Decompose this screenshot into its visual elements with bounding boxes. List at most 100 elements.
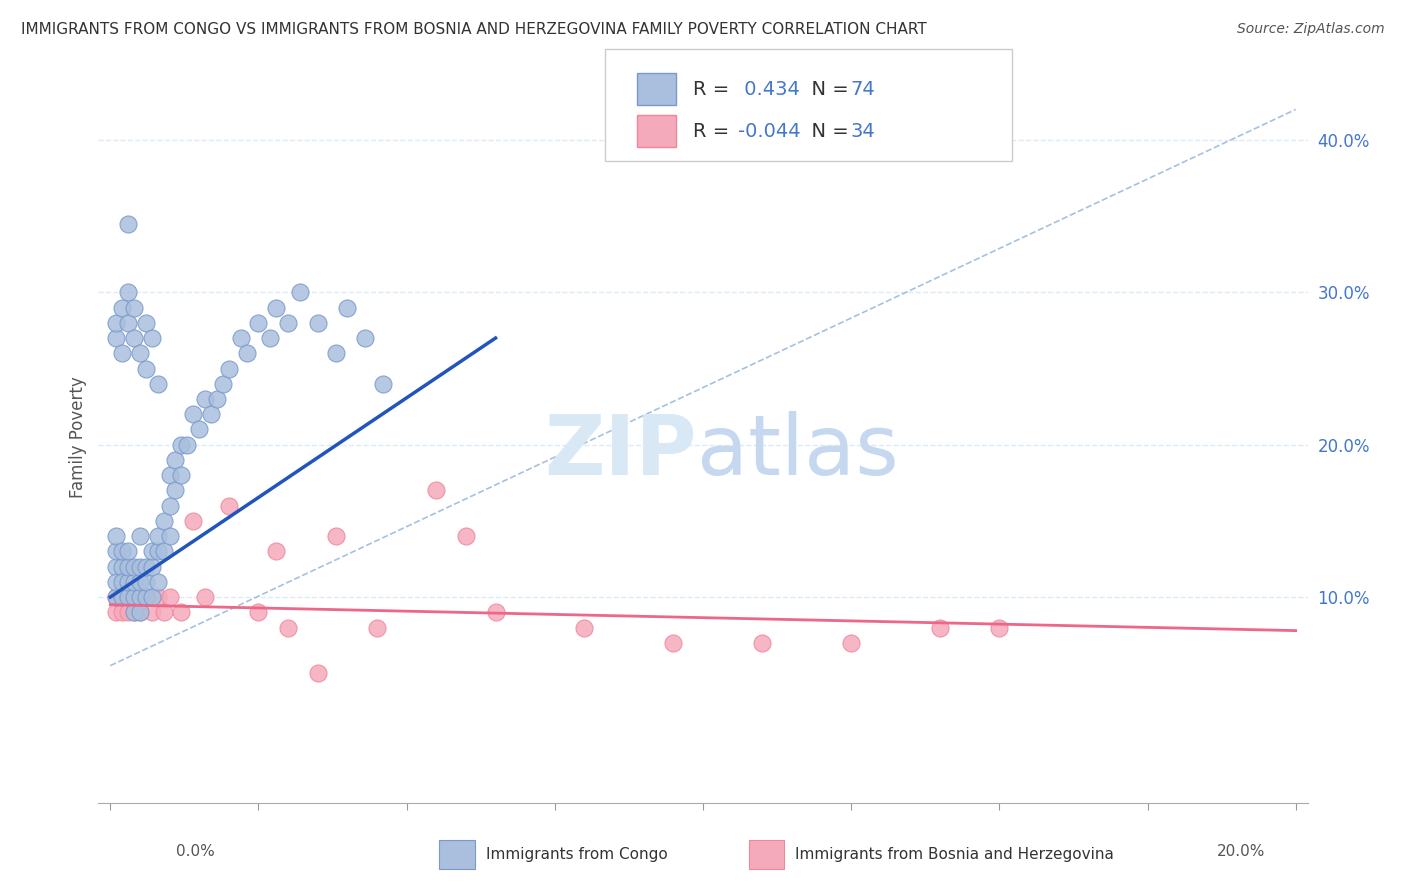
- Point: [218, 499, 240, 513]
- Point: [129, 605, 152, 619]
- Text: 0.434: 0.434: [738, 79, 800, 99]
- Point: [105, 529, 128, 543]
- Text: Source: ZipAtlas.com: Source: ZipAtlas.com: [1237, 22, 1385, 37]
- Point: [129, 559, 152, 574]
- Point: [146, 574, 169, 589]
- Point: [146, 529, 169, 543]
- Point: [129, 529, 152, 543]
- Point: [105, 544, 128, 558]
- Point: [122, 605, 145, 619]
- Point: [159, 468, 181, 483]
- Point: [129, 605, 152, 619]
- Point: [117, 544, 139, 558]
- Point: [141, 559, 163, 574]
- Point: [176, 438, 198, 452]
- Point: [205, 392, 228, 406]
- Point: [325, 346, 347, 360]
- Point: [105, 331, 128, 345]
- Point: [200, 407, 222, 421]
- Point: [484, 605, 506, 619]
- Point: [141, 331, 163, 345]
- Text: ZIP: ZIP: [544, 411, 697, 492]
- Point: [181, 514, 204, 528]
- Point: [129, 590, 152, 604]
- Point: [141, 590, 163, 604]
- Point: [325, 529, 347, 543]
- Text: Immigrants from Congo: Immigrants from Congo: [486, 847, 668, 862]
- Point: [129, 574, 152, 589]
- Point: [117, 590, 139, 604]
- Point: [117, 285, 139, 300]
- Point: [264, 544, 287, 558]
- Point: [929, 621, 952, 635]
- Point: [135, 316, 157, 330]
- Point: [662, 636, 685, 650]
- Point: [165, 453, 187, 467]
- Point: [159, 529, 181, 543]
- Point: [135, 361, 157, 376]
- Point: [105, 316, 128, 330]
- Text: atlas: atlas: [697, 411, 898, 492]
- Point: [135, 574, 157, 589]
- Point: [751, 636, 773, 650]
- Point: [454, 529, 477, 543]
- Point: [117, 559, 139, 574]
- Point: [159, 590, 181, 604]
- Point: [188, 422, 211, 436]
- Point: [122, 605, 145, 619]
- Point: [366, 621, 388, 635]
- Point: [129, 346, 152, 360]
- Point: [105, 590, 128, 604]
- Point: [288, 285, 311, 300]
- Point: [141, 605, 163, 619]
- Text: R =: R =: [693, 79, 735, 99]
- Point: [111, 301, 134, 315]
- Point: [117, 316, 139, 330]
- Point: [194, 590, 217, 604]
- Point: [122, 590, 145, 604]
- Point: [170, 605, 193, 619]
- Point: [371, 376, 394, 391]
- Point: [152, 514, 174, 528]
- Point: [212, 376, 235, 391]
- Point: [105, 559, 128, 574]
- Text: R =: R =: [693, 121, 735, 141]
- Point: [105, 590, 128, 604]
- Point: [122, 301, 145, 315]
- Point: [839, 636, 862, 650]
- Point: [117, 590, 139, 604]
- Point: [135, 559, 157, 574]
- Point: [117, 574, 139, 589]
- Text: N =: N =: [799, 121, 855, 141]
- Text: 0.0%: 0.0%: [176, 845, 215, 859]
- Point: [122, 574, 145, 589]
- Point: [105, 574, 128, 589]
- Point: [194, 392, 217, 406]
- Text: 20.0%: 20.0%: [1218, 845, 1265, 859]
- Point: [146, 590, 169, 604]
- Point: [307, 316, 329, 330]
- Point: [165, 483, 187, 498]
- Point: [336, 301, 359, 315]
- Point: [181, 407, 204, 421]
- Point: [122, 590, 145, 604]
- Point: [170, 438, 193, 452]
- Point: [122, 331, 145, 345]
- Point: [218, 361, 240, 376]
- Point: [111, 544, 134, 558]
- Point: [152, 605, 174, 619]
- Text: IMMIGRANTS FROM CONGO VS IMMIGRANTS FROM BOSNIA AND HERZEGOVINA FAMILY POVERTY C: IMMIGRANTS FROM CONGO VS IMMIGRANTS FROM…: [21, 22, 927, 37]
- Y-axis label: Family Poverty: Family Poverty: [69, 376, 87, 498]
- Text: Immigrants from Bosnia and Herzegovina: Immigrants from Bosnia and Herzegovina: [796, 847, 1114, 862]
- Point: [152, 544, 174, 558]
- Point: [159, 499, 181, 513]
- Point: [988, 621, 1011, 635]
- Point: [259, 331, 281, 345]
- Point: [117, 217, 139, 231]
- Point: [141, 544, 163, 558]
- Point: [111, 590, 134, 604]
- Point: [307, 666, 329, 681]
- Point: [111, 605, 134, 619]
- Text: 34: 34: [851, 121, 876, 141]
- Point: [247, 316, 270, 330]
